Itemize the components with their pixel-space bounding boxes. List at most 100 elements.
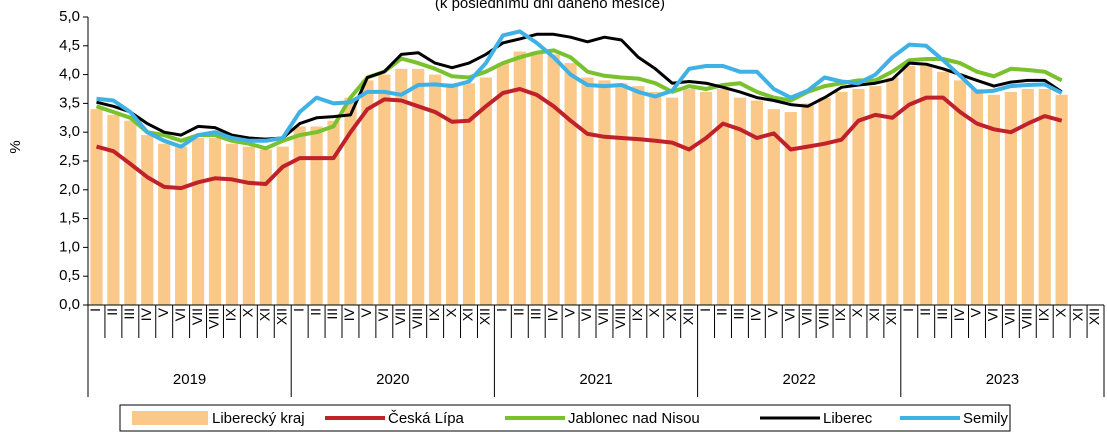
x-tick-label: XII xyxy=(883,308,899,325)
x-tick-label: I xyxy=(290,308,306,312)
x-tick-label: V xyxy=(968,307,984,317)
x-tick-label: IV xyxy=(951,307,967,321)
x-tick-label: V xyxy=(358,307,374,317)
y-tick-label: 1,0 xyxy=(59,238,80,255)
bar xyxy=(124,120,137,306)
x-tick-label: VII xyxy=(392,308,408,325)
x-tick-label: IX xyxy=(426,307,442,321)
x-tick-label: X xyxy=(1052,307,1068,317)
bar xyxy=(649,91,662,305)
x-tick-label: XI xyxy=(460,308,476,321)
bar xyxy=(1021,89,1034,305)
bar xyxy=(1038,89,1051,305)
y-tick-label: 5,0 xyxy=(59,8,80,25)
x-tick-label: IX xyxy=(223,307,239,321)
x-tick-label: III xyxy=(121,308,137,320)
bar xyxy=(801,103,814,306)
bar xyxy=(581,77,594,305)
bar xyxy=(445,83,459,306)
x-tick-label: XI xyxy=(663,308,679,321)
bar xyxy=(564,63,577,305)
x-tick-label: VII xyxy=(798,308,814,325)
bar xyxy=(699,91,713,305)
x-tick-label: I xyxy=(697,308,713,312)
bar xyxy=(141,135,154,305)
bar xyxy=(970,89,984,305)
bar xyxy=(547,54,560,305)
x-tick-label: XII xyxy=(477,308,493,325)
y-tick-label: 3,5 xyxy=(59,94,80,111)
x-tick-label: XI xyxy=(866,308,882,321)
x-tick-label: V xyxy=(765,307,781,317)
bar xyxy=(903,65,916,306)
x-tick-label: XI xyxy=(1069,308,1085,321)
x-tick-label: VIII xyxy=(815,308,831,329)
year-label: 2022 xyxy=(783,371,816,388)
x-tick-label: II xyxy=(104,308,120,316)
x-tick-label: V xyxy=(561,307,577,317)
x-tick-label: I xyxy=(87,308,103,312)
bar xyxy=(987,94,1001,305)
bar xyxy=(208,137,222,305)
line-series xyxy=(96,32,1063,141)
y-tick-label: 2,0 xyxy=(59,181,80,198)
line-series xyxy=(95,48,1063,151)
x-tick-label: IV xyxy=(341,307,357,321)
x-tick-label: I xyxy=(494,308,510,312)
x-tick-label: VIII xyxy=(1019,308,1035,329)
x-tick-label: XI xyxy=(257,308,273,321)
x-tick-label: IX xyxy=(1035,307,1051,321)
x-tick-label: II xyxy=(307,308,323,316)
legend-label: Liberecký kraj xyxy=(212,410,305,427)
x-tick-label: IX xyxy=(629,307,645,321)
bar xyxy=(1055,94,1068,305)
legend-swatch xyxy=(132,411,208,425)
x-tick-label: VI xyxy=(985,308,1001,321)
bar xyxy=(378,74,391,305)
x-tick-label: VII xyxy=(189,308,205,325)
line-series xyxy=(95,87,1063,191)
x-tick-label: X xyxy=(849,307,865,317)
bar xyxy=(310,126,323,305)
y-tick-label: 4,5 xyxy=(59,37,80,54)
bar xyxy=(513,51,526,306)
bar xyxy=(479,77,493,305)
bar xyxy=(852,89,865,305)
bar xyxy=(429,74,442,305)
bar xyxy=(937,71,950,305)
x-tick-label: II xyxy=(511,308,527,316)
line-series xyxy=(96,29,1063,149)
x-tick-label: X xyxy=(646,307,662,317)
x-tick-label: X xyxy=(443,307,459,317)
year-label: 2021 xyxy=(579,371,612,388)
bar xyxy=(666,97,679,305)
legend-label: Česká Lípa xyxy=(388,410,465,427)
bar xyxy=(259,149,272,305)
x-tick-label: III xyxy=(324,308,340,320)
x-tick-label: VII xyxy=(1002,308,1018,325)
x-tick-label: II xyxy=(714,308,730,316)
x-tick-label: VIII xyxy=(409,308,425,329)
bar xyxy=(920,65,933,306)
bar xyxy=(1004,91,1017,305)
bar xyxy=(733,97,747,305)
bar xyxy=(242,146,255,305)
bar xyxy=(158,143,171,305)
x-tick-label: V xyxy=(155,307,171,317)
x-tick-label: VII xyxy=(595,308,611,325)
legend-label: Liberec xyxy=(823,410,873,427)
bar xyxy=(361,80,374,305)
x-tick-label: XII xyxy=(680,308,696,325)
bar xyxy=(276,146,289,305)
y-tick-label: 4,0 xyxy=(59,66,80,83)
y-tick-label: 1,5 xyxy=(59,210,80,227)
bar xyxy=(293,126,306,305)
x-tick-label: XII xyxy=(273,308,289,325)
y-tick-label: 0,5 xyxy=(59,267,80,284)
bar xyxy=(90,109,103,305)
x-tick-label: VI xyxy=(781,308,797,321)
bar xyxy=(767,109,780,305)
bar xyxy=(835,91,848,305)
x-tick-label: VI xyxy=(375,308,391,321)
